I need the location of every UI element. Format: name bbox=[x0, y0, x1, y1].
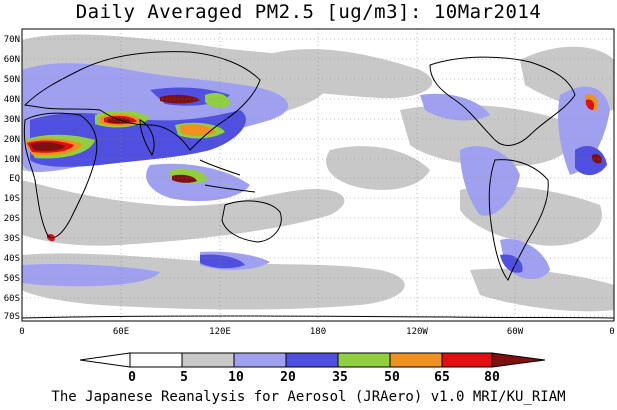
colorbar-arrow-high bbox=[491, 352, 546, 368]
lat-label: 10S bbox=[4, 194, 20, 204]
colorbar-label: 5 bbox=[180, 370, 188, 385]
lon-label: 60E bbox=[113, 327, 129, 337]
colorbar-bin bbox=[129, 352, 183, 368]
lat-label: 20S bbox=[4, 214, 20, 224]
lat-label: 30N bbox=[4, 115, 20, 125]
lat-label: 60S bbox=[4, 294, 20, 304]
lat-label: 70S bbox=[4, 312, 20, 322]
map-title: Daily Averaged PM2.5 [ug/m3]: 10Mar2014 bbox=[75, 1, 542, 23]
colorbar-bin bbox=[181, 352, 235, 368]
concentration-field bbox=[22, 34, 614, 319]
lat-label: 30S bbox=[4, 234, 20, 244]
colorbar-label: 50 bbox=[384, 370, 400, 385]
colorbar-bin bbox=[233, 352, 287, 368]
lon-label: 180 bbox=[310, 327, 326, 337]
coastlines bbox=[22, 51, 614, 319]
lat-label: 70N bbox=[4, 35, 20, 45]
lon-axis: 0 60E 120E 180 120W 60W 0 bbox=[19, 327, 614, 337]
lat-label: 20N bbox=[4, 135, 20, 145]
lon-label: 60W bbox=[507, 327, 524, 337]
colorbar-label: 80 bbox=[484, 370, 500, 385]
graticule bbox=[22, 29, 614, 321]
colorbar-bin bbox=[389, 352, 443, 368]
lat-label: EQ bbox=[9, 174, 20, 184]
colorbar-label: 65 bbox=[434, 370, 450, 385]
colorbar-bin bbox=[337, 352, 391, 368]
colorbar-bin bbox=[441, 352, 493, 368]
colorbar-labels: 0 5 10 20 35 50 65 80 bbox=[128, 370, 500, 385]
map-frame bbox=[21, 28, 615, 322]
lat-label: 10N bbox=[4, 155, 20, 165]
lat-label: 50N bbox=[4, 75, 20, 85]
lat-label: 60N bbox=[4, 55, 20, 65]
footer-credit: The Japanese Reanalysis for Aerosol (JRA… bbox=[51, 389, 566, 405]
lat-label: 40N bbox=[4, 95, 20, 105]
lon-label: 120E bbox=[209, 327, 231, 337]
lat-label: 50S bbox=[4, 274, 20, 284]
colorbar bbox=[79, 352, 546, 368]
colorbar-label: 0 bbox=[128, 370, 136, 385]
lon-label: 120W bbox=[406, 327, 428, 337]
colorbar-label: 20 bbox=[280, 370, 296, 385]
colorbar-label: 10 bbox=[228, 370, 244, 385]
colorbar-bin bbox=[285, 352, 339, 368]
lon-label: 0 bbox=[609, 327, 614, 337]
colorbar-arrow-low bbox=[79, 352, 131, 368]
lon-label: 0 bbox=[19, 327, 24, 337]
lat-label: 40S bbox=[4, 254, 20, 264]
colorbar-label: 35 bbox=[332, 370, 348, 385]
lat-axis: 70N 60N 50N 40N 30N 20N 10N EQ 10S 20S 3… bbox=[4, 35, 20, 322]
